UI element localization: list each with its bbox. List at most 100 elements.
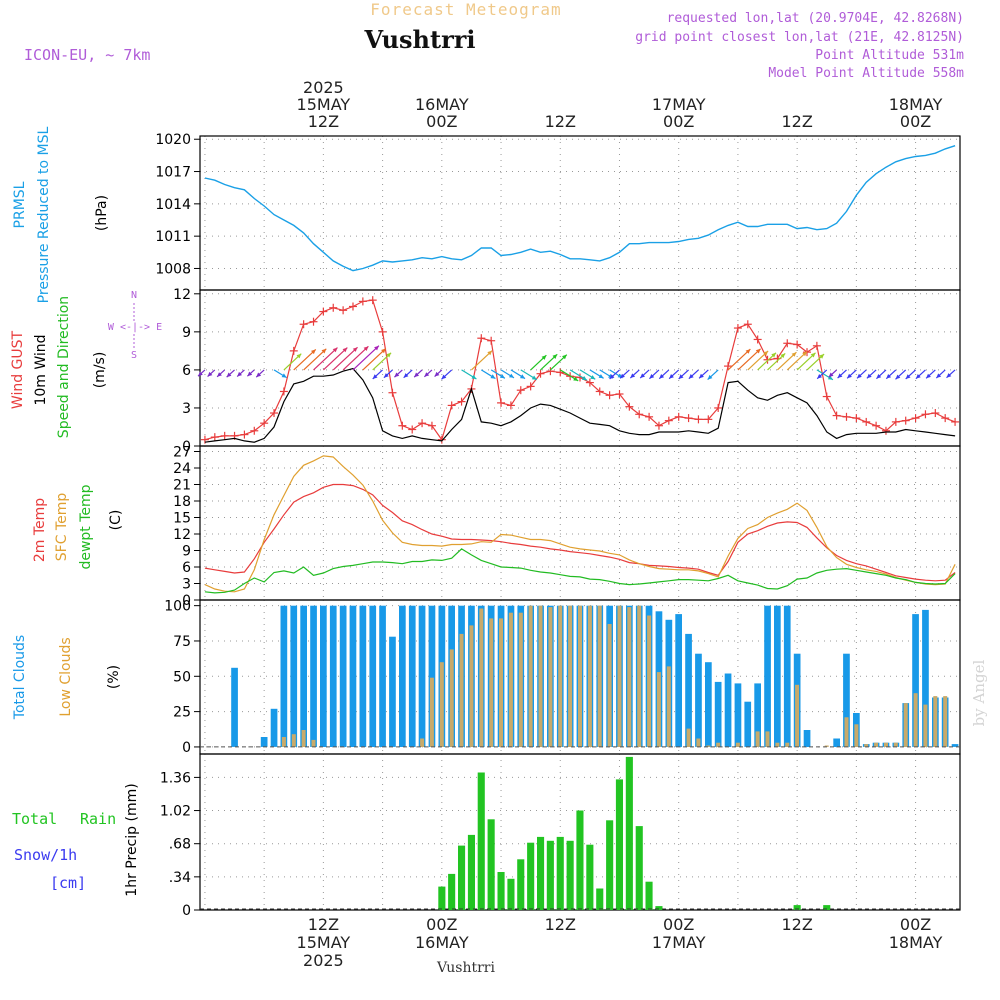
- low-cloud-bar: [686, 728, 691, 747]
- gust-marker: [388, 388, 397, 397]
- wind-arrow: [500, 369, 515, 379]
- low-cloud-bar: [893, 742, 898, 747]
- wind-arrow: [490, 369, 506, 379]
- total-cloud-bar: [764, 605, 771, 747]
- wind-arrow: [197, 369, 206, 377]
- total-cloud-bar: [428, 605, 436, 747]
- wind-arrow: [342, 345, 369, 371]
- wind-arrow: [510, 369, 526, 380]
- wind-10m-line: [204, 367, 956, 443]
- gust-marker: [299, 320, 308, 329]
- gust-marker: [852, 414, 861, 423]
- rain-bar: [507, 878, 515, 910]
- y-tick-label: 0: [182, 903, 191, 919]
- gust-marker: [516, 386, 525, 395]
- wind-arrow-head: [669, 374, 674, 379]
- wind-arrow-head: [381, 348, 386, 354]
- gust-marker: [339, 306, 348, 315]
- compass-s-label: S: [131, 350, 137, 361]
- rain-bar: [606, 820, 614, 910]
- wind-arrow: [786, 351, 808, 371]
- wind-arrow-head: [755, 348, 761, 354]
- y-tick-label: 1.02: [160, 804, 191, 820]
- gust-marker: [615, 390, 624, 398]
- wind-arrow: [915, 369, 926, 380]
- low-cloud-bar: [429, 677, 434, 747]
- gust-marker: [881, 426, 890, 435]
- low-cloud-bar: [449, 649, 454, 747]
- gust-marker: [279, 387, 288, 396]
- wind-arrow-head: [424, 372, 430, 377]
- gust-marker: [536, 369, 545, 378]
- low-cloud-bar: [785, 742, 790, 747]
- bottom-hour-label: 12Z: [781, 915, 812, 934]
- gust-marker: [457, 397, 466, 406]
- wind-arrow-head: [590, 375, 596, 380]
- wind-labels: Wind GUST 10m Wind Speed and Direction (…: [10, 290, 162, 438]
- wind-arrow: [441, 369, 453, 380]
- wind-arrow-head: [321, 348, 327, 354]
- gust-marker: [289, 346, 298, 355]
- prmsl-label: PRMSL: [12, 181, 28, 228]
- gust-marker: [793, 340, 802, 349]
- rain-bar: [527, 842, 535, 910]
- low-cloud-bar: [765, 731, 770, 747]
- total-cloud-bar: [280, 605, 288, 747]
- wind-arrow-head: [363, 346, 369, 351]
- low-cloud-bar: [538, 605, 543, 747]
- wind-arrow: [540, 353, 558, 371]
- wind-arrow-head: [659, 374, 665, 379]
- rain-bar: [586, 844, 594, 910]
- low-cloud-bar: [311, 739, 316, 747]
- low-cloud-bar: [597, 605, 602, 747]
- low-cloud-bar: [637, 605, 642, 747]
- wind-arrow-head: [414, 372, 419, 378]
- total-cloud-bar: [270, 708, 278, 747]
- gust-marker: [625, 402, 634, 411]
- panel-2: 0 3 6 9 12: [173, 287, 961, 455]
- wind-arrow-head: [247, 371, 253, 377]
- y-tick-label: 24: [173, 461, 191, 477]
- low-cloud-bar: [518, 612, 523, 747]
- rain-bar: [596, 888, 604, 910]
- wind-arrow-head: [837, 373, 843, 378]
- low-cloud-bar: [528, 605, 533, 747]
- low-cloud-bar: [301, 730, 306, 747]
- y-tick-label: 1014: [155, 197, 191, 213]
- wind-arrow-shaft: [303, 348, 327, 371]
- wind-arrow-head: [217, 372, 222, 377]
- rain-bar: [448, 873, 456, 910]
- wind-arrow-head: [886, 374, 892, 379]
- rain-bar: [458, 845, 466, 910]
- low-cloud-bar: [607, 624, 612, 747]
- low-cloud-bar: [508, 612, 513, 747]
- wind-arrow: [283, 353, 302, 371]
- y-tick-label: 1020: [155, 132, 191, 148]
- total-cloud-bar: [833, 738, 840, 747]
- total-clouds-label: Total Clouds: [12, 635, 28, 720]
- wind-arrow-head: [895, 374, 901, 380]
- wind-unit: (m/s): [92, 352, 108, 389]
- rain-bar: [823, 905, 831, 910]
- gust-marker: [842, 412, 851, 421]
- low-cloud-bar: [420, 738, 425, 747]
- rain-bar: [517, 859, 525, 910]
- rain-bar: [576, 810, 584, 910]
- wind-arrow-shaft: [332, 346, 358, 371]
- wind-arrow-head: [342, 347, 348, 353]
- y-tick-label: 9: [182, 325, 191, 341]
- low-cloud-bar: [499, 618, 503, 747]
- rain-bar: [635, 826, 643, 910]
- wind-arrow-head: [915, 374, 921, 379]
- wind-arrow-head: [394, 372, 400, 378]
- gust-marker: [358, 297, 367, 306]
- wind-arrow: [352, 345, 380, 371]
- y-tick-label: 25: [173, 705, 191, 721]
- gust-marker: [378, 327, 387, 336]
- wind-arrow: [866, 369, 877, 379]
- rain-bar: [793, 905, 801, 910]
- gust-marker: [645, 412, 654, 421]
- wind-arrow: [313, 347, 338, 371]
- low-cloud-bar: [281, 737, 286, 747]
- wind-arrow-head: [531, 375, 537, 380]
